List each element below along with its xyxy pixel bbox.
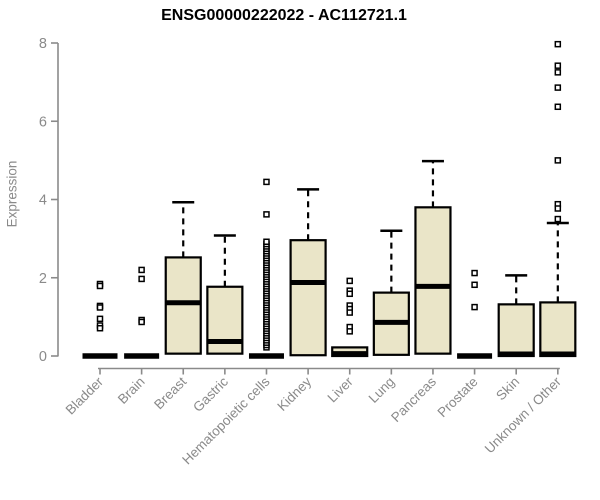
outlier-point (554, 205, 562, 212)
outlier-point (138, 266, 145, 274)
outlier-point (554, 40, 562, 48)
median-bar-hematopoietic-cells (248, 353, 284, 359)
y-tick-label: 0 (39, 349, 47, 365)
box-kidney (289, 239, 327, 357)
outlier-point (346, 309, 353, 316)
y-tick-label: 4 (39, 193, 47, 209)
x-tick-label: Bladder (63, 374, 107, 418)
outlier-point (138, 318, 145, 326)
x-tick-label: Unknown / Other (482, 374, 565, 457)
outlier-point (263, 238, 270, 246)
box-skin (497, 303, 535, 358)
x-tick-label: Lung (366, 374, 398, 406)
x-tick-label: Breast (151, 374, 189, 412)
outlier-point (346, 277, 353, 285)
outlier-point (554, 103, 562, 111)
outlier-point (554, 69, 562, 76)
x-tick-label: Pancreas (388, 374, 439, 425)
outlier-point (96, 304, 104, 311)
x-tick-label: Brain (115, 374, 148, 407)
outlier-point (263, 178, 270, 186)
x-tick-label: Prostate (435, 374, 481, 420)
outlier-point (96, 324, 104, 332)
y-tick-label: 2 (39, 271, 47, 287)
x-tick-label: Kidney (274, 374, 314, 414)
box-unknown-other (539, 301, 577, 358)
outlier-point (471, 269, 478, 277)
y-tick-label: 8 (39, 36, 47, 52)
x-tick-label: Liver (325, 374, 357, 406)
outlier-point (96, 282, 104, 290)
outlier-point (554, 215, 562, 223)
outlier-point (96, 315, 104, 323)
outlier-point (471, 303, 478, 311)
box-breast (164, 256, 202, 355)
outlier-point (263, 211, 270, 218)
outlier-point (554, 84, 562, 91)
outlier-point (138, 275, 145, 283)
median-bar-bladder (82, 353, 118, 359)
outlier-point (554, 62, 562, 69)
box-pancreas (414, 206, 452, 355)
outlier-point (554, 157, 562, 164)
median-bar-prostate (457, 353, 493, 359)
x-tick-label: Skin (493, 374, 522, 403)
outlier-point (346, 290, 353, 298)
y-tick-label: 6 (39, 114, 47, 130)
outlier-point (346, 328, 353, 335)
chart-title: ENSG00000222022 - AC112721.1 (161, 7, 407, 24)
x-tick-label: Gastric (190, 374, 231, 415)
median-bar-brain (124, 353, 160, 359)
outlier-point (471, 281, 478, 289)
